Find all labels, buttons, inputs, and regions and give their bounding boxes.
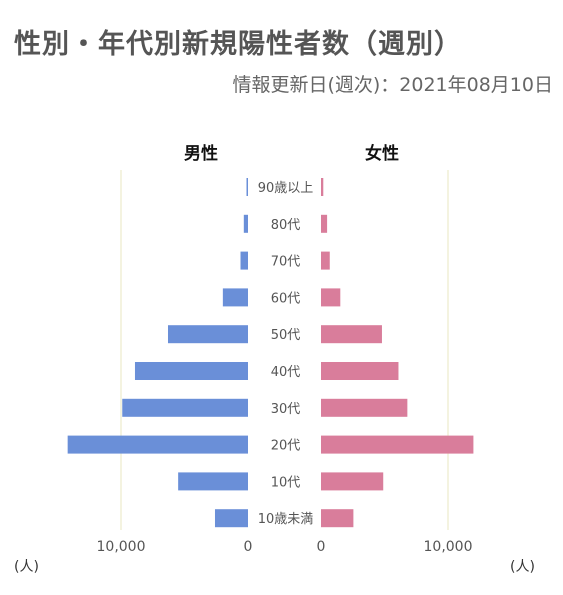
female-bars [321,178,474,528]
male-bar-2 [240,251,248,270]
chart-title: 性別・年代別新規陽性者数（週別） [14,29,462,60]
age-label-4: 50代 [271,328,301,343]
female-tick-10000: 10,000 [424,539,473,555]
age-label-1: 80代 [271,218,301,233]
male-bar-0 [246,178,248,196]
female-bar-5 [321,362,399,380]
age-label-7: 20代 [271,439,301,454]
age-label-6: 30代 [271,402,301,417]
gridlines [120,170,449,530]
female-bar-1 [321,214,328,233]
male-bar-4 [167,325,248,344]
male-tick-10000: 10,000 [97,539,146,555]
female-bar-0 [321,178,324,196]
female-bar-3 [321,288,341,307]
unit-left: (人) [14,559,39,575]
female-label: 女性 [365,143,399,164]
male-bar-1 [243,214,248,233]
male-tick-0: 0 [244,539,253,555]
unit-right: (人) [510,559,535,575]
male-label: 男性 [184,143,218,164]
male-bar-7 [67,435,248,454]
female-bar-4 [321,325,382,344]
male-bar-5 [134,362,248,380]
update-date: 情報更新日(週次)：2021年08月10日 [232,74,553,96]
age-labels: 90歳以上 80代 70代 60代 50代 40代 30代 20代 10代 10歳未満 [258,181,314,527]
male-bar-9 [214,509,248,528]
male-bar-6 [122,398,248,417]
male-bar-3 [222,288,248,307]
age-label-8: 10代 [271,475,301,490]
female-tick-0: 0 [317,539,326,555]
age-label-3: 60代 [271,291,301,306]
age-label-0: 90歳以上 [258,181,314,196]
female-bar-7 [321,435,474,454]
female-bar-8 [321,472,384,491]
age-label-5: 40代 [271,365,301,380]
male-bar-8 [178,472,248,491]
female-bar-2 [321,251,330,270]
age-label-2: 70代 [271,255,301,270]
female-bar-9 [321,509,354,528]
age-label-9: 10歳未満 [258,512,314,527]
female-bar-6 [321,398,408,417]
male-bars [67,178,248,528]
